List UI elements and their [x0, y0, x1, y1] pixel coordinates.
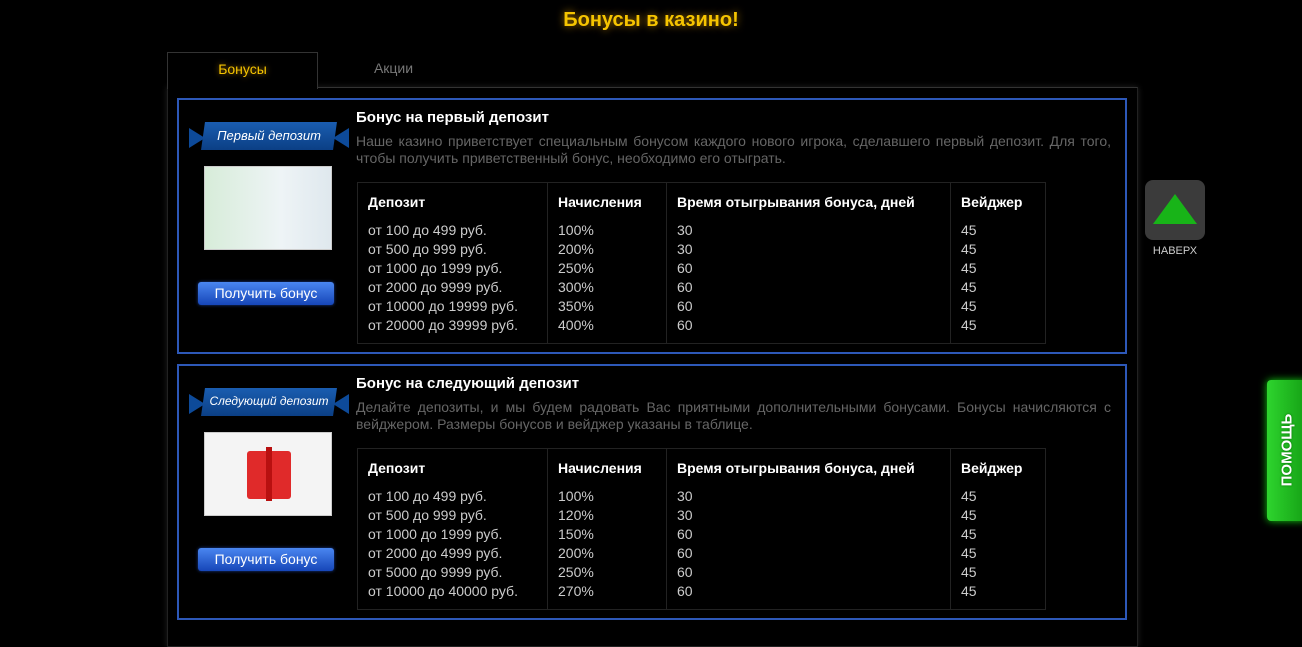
tab-bonuses[interactable]: Бонусы — [167, 52, 318, 89]
wager-cell: 45 45 45 45 45 45 — [950, 220, 1046, 344]
get-bonus-button[interactable]: Получить бонус — [198, 548, 334, 571]
page-title: Бонусы в казино! — [563, 9, 739, 31]
col-header: Время отыгрывания бонуса, дней — [666, 182, 951, 221]
days-cell: 30 30 60 60 60 60 — [666, 220, 951, 344]
col-header: Депозит — [357, 448, 548, 487]
card-description: Наше казино приветствует специальным бон… — [356, 133, 1111, 166]
ribbon-label: Первый депозит — [217, 128, 321, 143]
wager-cell: 45 45 45 45 45 45 — [950, 486, 1046, 610]
card-title: Бонус на первый депозит — [356, 109, 549, 126]
ribbon-label: Следующий депозит — [209, 394, 329, 408]
col-header: Начисления — [547, 448, 667, 487]
col-header: Время отыгрывания бонуса, дней — [666, 448, 951, 487]
first-deposit-image — [204, 166, 332, 250]
scroll-top-label[interactable]: НАВЕРХ — [1152, 245, 1198, 257]
ribbon-banner: Следующий депозит — [189, 388, 349, 418]
deposit-cell: от 100 до 499 руб. от 500 до 999 руб. от… — [357, 486, 548, 610]
col-header: Вейджер — [950, 448, 1046, 487]
help-button[interactable]: ПОМОЩЬ — [1267, 380, 1302, 521]
bonus-card-first-deposit: Первый депозит Получить бонус Бонус на п… — [177, 98, 1127, 354]
percent-cell: 100% 200% 250% 300% 350% 400% — [547, 220, 667, 344]
arrow-up-icon — [1153, 194, 1197, 224]
percent-cell: 100% 120% 150% 200% 250% 270% — [547, 486, 667, 610]
scroll-top-button[interactable] — [1145, 180, 1205, 240]
col-header: Начисления — [547, 182, 667, 221]
col-header: Депозит — [357, 182, 548, 221]
get-bonus-button[interactable]: Получить бонус — [198, 282, 334, 305]
bonus-card-next-deposit: Следующий депозит Получить бонус Бонус н… — [177, 364, 1127, 620]
col-header: Вейджер — [950, 182, 1046, 221]
deposit-cell: от 100 до 499 руб. от 500 до 999 руб. от… — [357, 220, 548, 344]
bonus-table: Депозит Начисления Время отыгрывания бонус… — [357, 448, 1046, 610]
gift-image — [204, 432, 332, 516]
card-title: Бонус на следующий депозит — [356, 375, 580, 392]
card-description: Делайте депозиты, и мы будем радовать Ва… — [356, 399, 1111, 432]
days-cell: 30 30 60 60 60 60 — [666, 486, 951, 610]
tab-promotions[interactable]: Акции — [373, 60, 414, 76]
ribbon-banner: Первый депозит — [189, 122, 349, 152]
bonus-table: Депозит Начисления Время отыгрывания бонус… — [357, 182, 1046, 344]
help-label: ПОМОЩЬ — [1278, 413, 1296, 487]
